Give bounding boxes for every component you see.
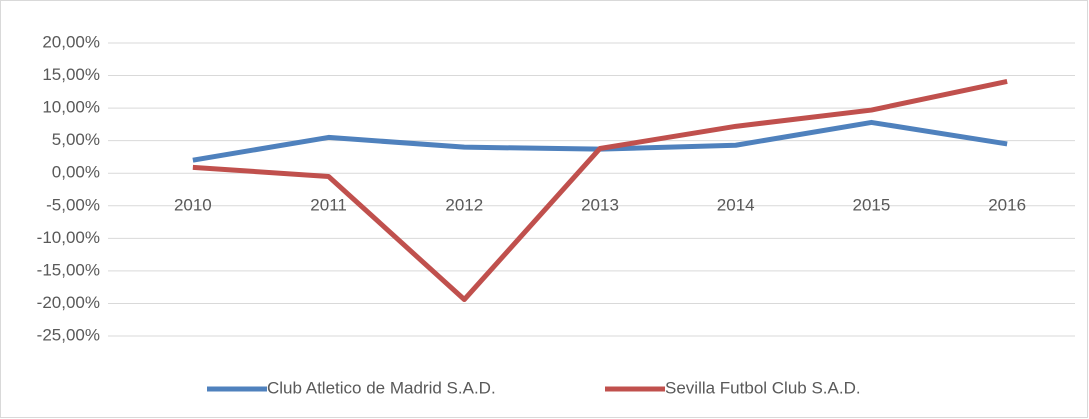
x-tick-label: 2016 <box>988 196 1026 215</box>
y-tick-label: -25,00% <box>37 325 100 344</box>
legend-label: Club Atletico de Madrid S.A.D. <box>267 378 496 397</box>
y-tick-label: -10,00% <box>37 228 100 247</box>
y-tick-label: 5,00% <box>52 130 100 149</box>
x-tick-label: 2012 <box>445 196 483 215</box>
y-tick-label: -20,00% <box>37 293 100 312</box>
series-line <box>192 78 1008 303</box>
y-tick-label: 20,00% <box>42 32 100 51</box>
y-tick-label: -15,00% <box>37 260 100 279</box>
x-tick-label: 2013 <box>581 196 619 215</box>
legend-label: Sevilla Futbol Club S.A.D. <box>665 378 861 397</box>
x-tick-label: 2015 <box>853 196 891 215</box>
x-tick-label: 2014 <box>717 196 755 215</box>
x-tick-label: 2011 <box>310 196 347 215</box>
y-tick-label: 0,00% <box>52 163 100 182</box>
x-tick-label: 2010 <box>174 196 212 215</box>
y-tick-label: 15,00% <box>42 65 100 84</box>
y-tick-label: -5,00% <box>46 195 100 214</box>
y-tick-label: 10,00% <box>42 98 100 117</box>
